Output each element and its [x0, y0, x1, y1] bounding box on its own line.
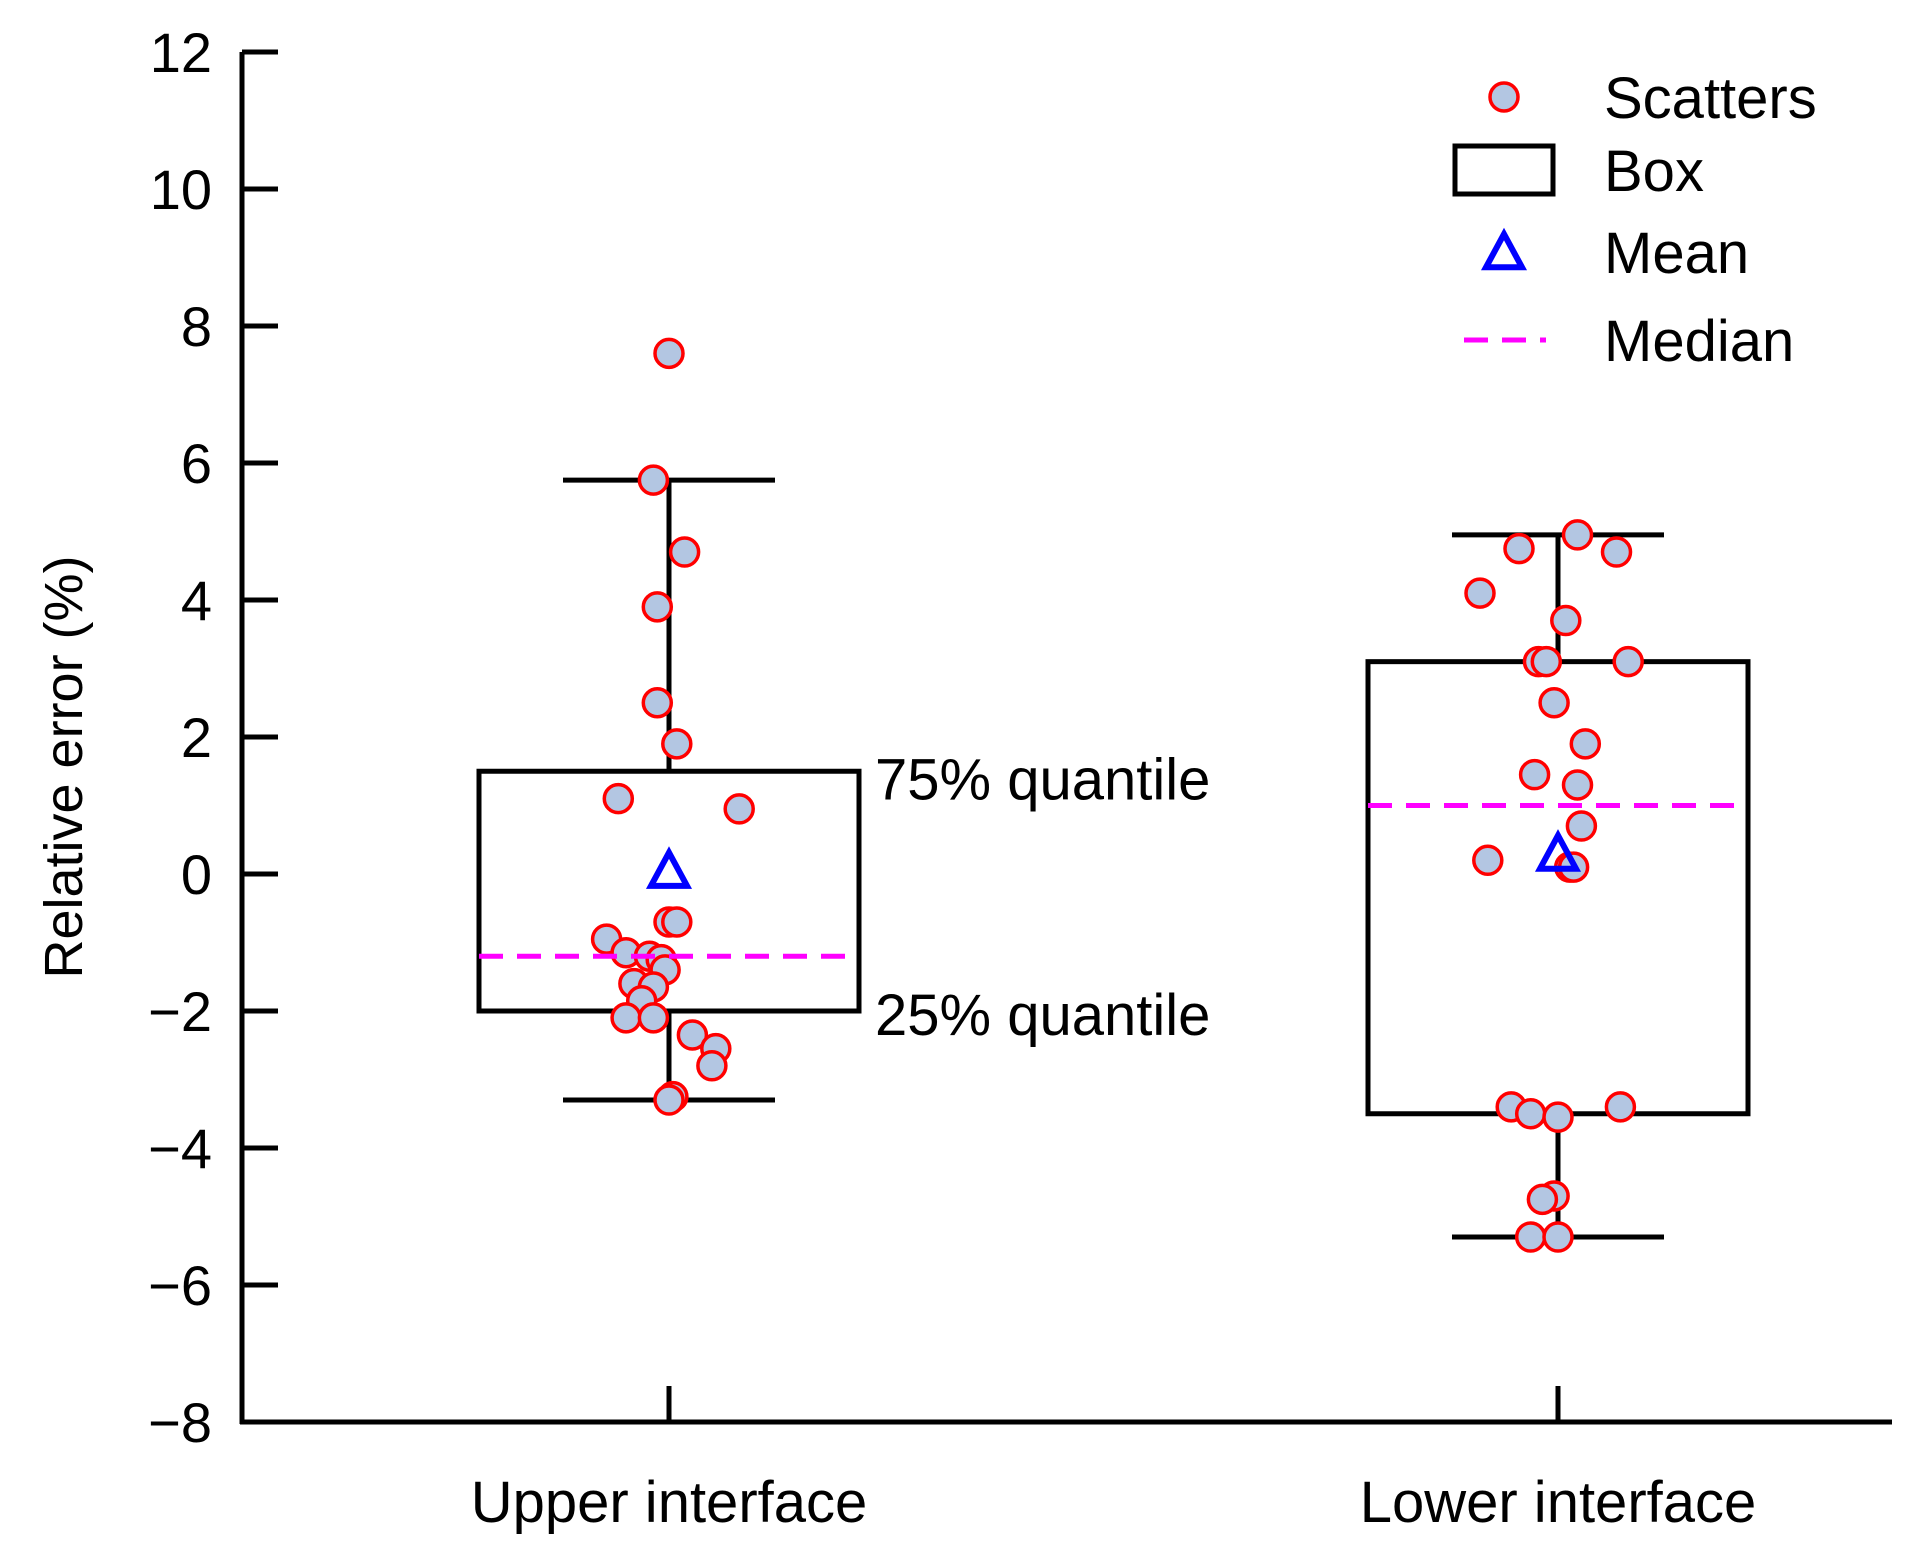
scatter-point [1518, 758, 1551, 791]
scatter-point [1565, 810, 1598, 842]
scatter-point [1569, 728, 1602, 760]
scatter-point [1503, 532, 1535, 565]
quantile-annotations: 75% quantile 25% quantile [875, 747, 1210, 1048]
y-tick-label: −2 [148, 980, 212, 1043]
scatter-point [1550, 604, 1582, 637]
scatter-point [1464, 577, 1496, 609]
scatter-point [696, 1050, 728, 1082]
x-axis-ticks: Upper interface Lower interface [471, 1386, 1757, 1535]
scatter-point [1514, 1221, 1547, 1253]
box-group-upper [476, 337, 862, 1116]
scatter-point [661, 906, 693, 938]
y-tick-label: 10 [150, 158, 212, 221]
y-tick-label: 2 [181, 706, 212, 769]
mean-marker [1534, 829, 1582, 872]
scatter-point [641, 591, 674, 623]
scatter-point [676, 1019, 709, 1051]
scatter-point [1538, 687, 1570, 719]
legend-mean-label: Mean [1604, 221, 1749, 286]
legend-scatter-marker [1488, 81, 1520, 113]
scatter-point [1600, 536, 1633, 568]
scatter-point [661, 728, 693, 760]
scatter-point [1530, 645, 1563, 678]
mean-marker [645, 846, 693, 889]
scatter-point [641, 687, 674, 719]
scatter-point [1526, 1183, 1559, 1216]
scatter-point [723, 793, 755, 825]
legend-scatter-label: Scatters [1604, 66, 1817, 131]
y-tick-label: 12 [150, 21, 212, 84]
scatter-point [637, 1002, 670, 1034]
y-tick-label: 0 [181, 843, 212, 906]
y-tick-label: 8 [181, 295, 212, 358]
scatter-point [637, 464, 670, 496]
y-tick-label: −6 [148, 1254, 212, 1317]
scatter-point [653, 1084, 685, 1116]
legend-box-label: Box [1604, 139, 1704, 204]
axes: −8 −6 −4 −2 0 2 4 6 8 10 12 Upper interface Lower i… [148, 21, 1892, 1535]
scatter-point [1604, 1091, 1637, 1123]
legend-box-marker [1452, 143, 1556, 197]
scatter-point [653, 337, 685, 370]
box-group-lower [1365, 519, 1751, 1253]
box-rect [476, 768, 862, 1014]
scatter-point [1472, 844, 1504, 877]
scatter-point [1561, 769, 1594, 801]
box-groups [476, 337, 1751, 1253]
box-rect [1365, 659, 1751, 1117]
scatter-point [1542, 1101, 1574, 1133]
legend: Scatters Box Mean Median [1452, 66, 1817, 374]
y-axis-ticks: −8 −6 −4 −2 0 2 4 6 8 10 12 [148, 21, 278, 1454]
y-tick-label: −4 [148, 1117, 212, 1180]
y-axis-title: Relative error (%) [34, 555, 94, 978]
y-tick-label: 6 [181, 432, 212, 495]
scatter-point [1514, 1098, 1547, 1130]
scatter-point [1561, 519, 1594, 551]
annotation-25-quantile: 25% quantile [875, 983, 1210, 1048]
x-category-label: Lower interface [1360, 1470, 1757, 1535]
x-category-label: Upper interface [471, 1470, 868, 1535]
y-tick-label: 4 [181, 569, 212, 632]
scatter-point [602, 782, 635, 815]
scatter-point [1542, 1221, 1574, 1253]
y-tick-label: −8 [148, 1391, 212, 1454]
legend-mean-marker [1480, 227, 1528, 271]
annotation-75-quantile: 75% quantile [875, 747, 1210, 812]
scatter-point [610, 1002, 642, 1034]
scatter-point [668, 536, 701, 568]
legend-median-label: Median [1604, 309, 1794, 374]
scatter-point [1612, 645, 1644, 678]
